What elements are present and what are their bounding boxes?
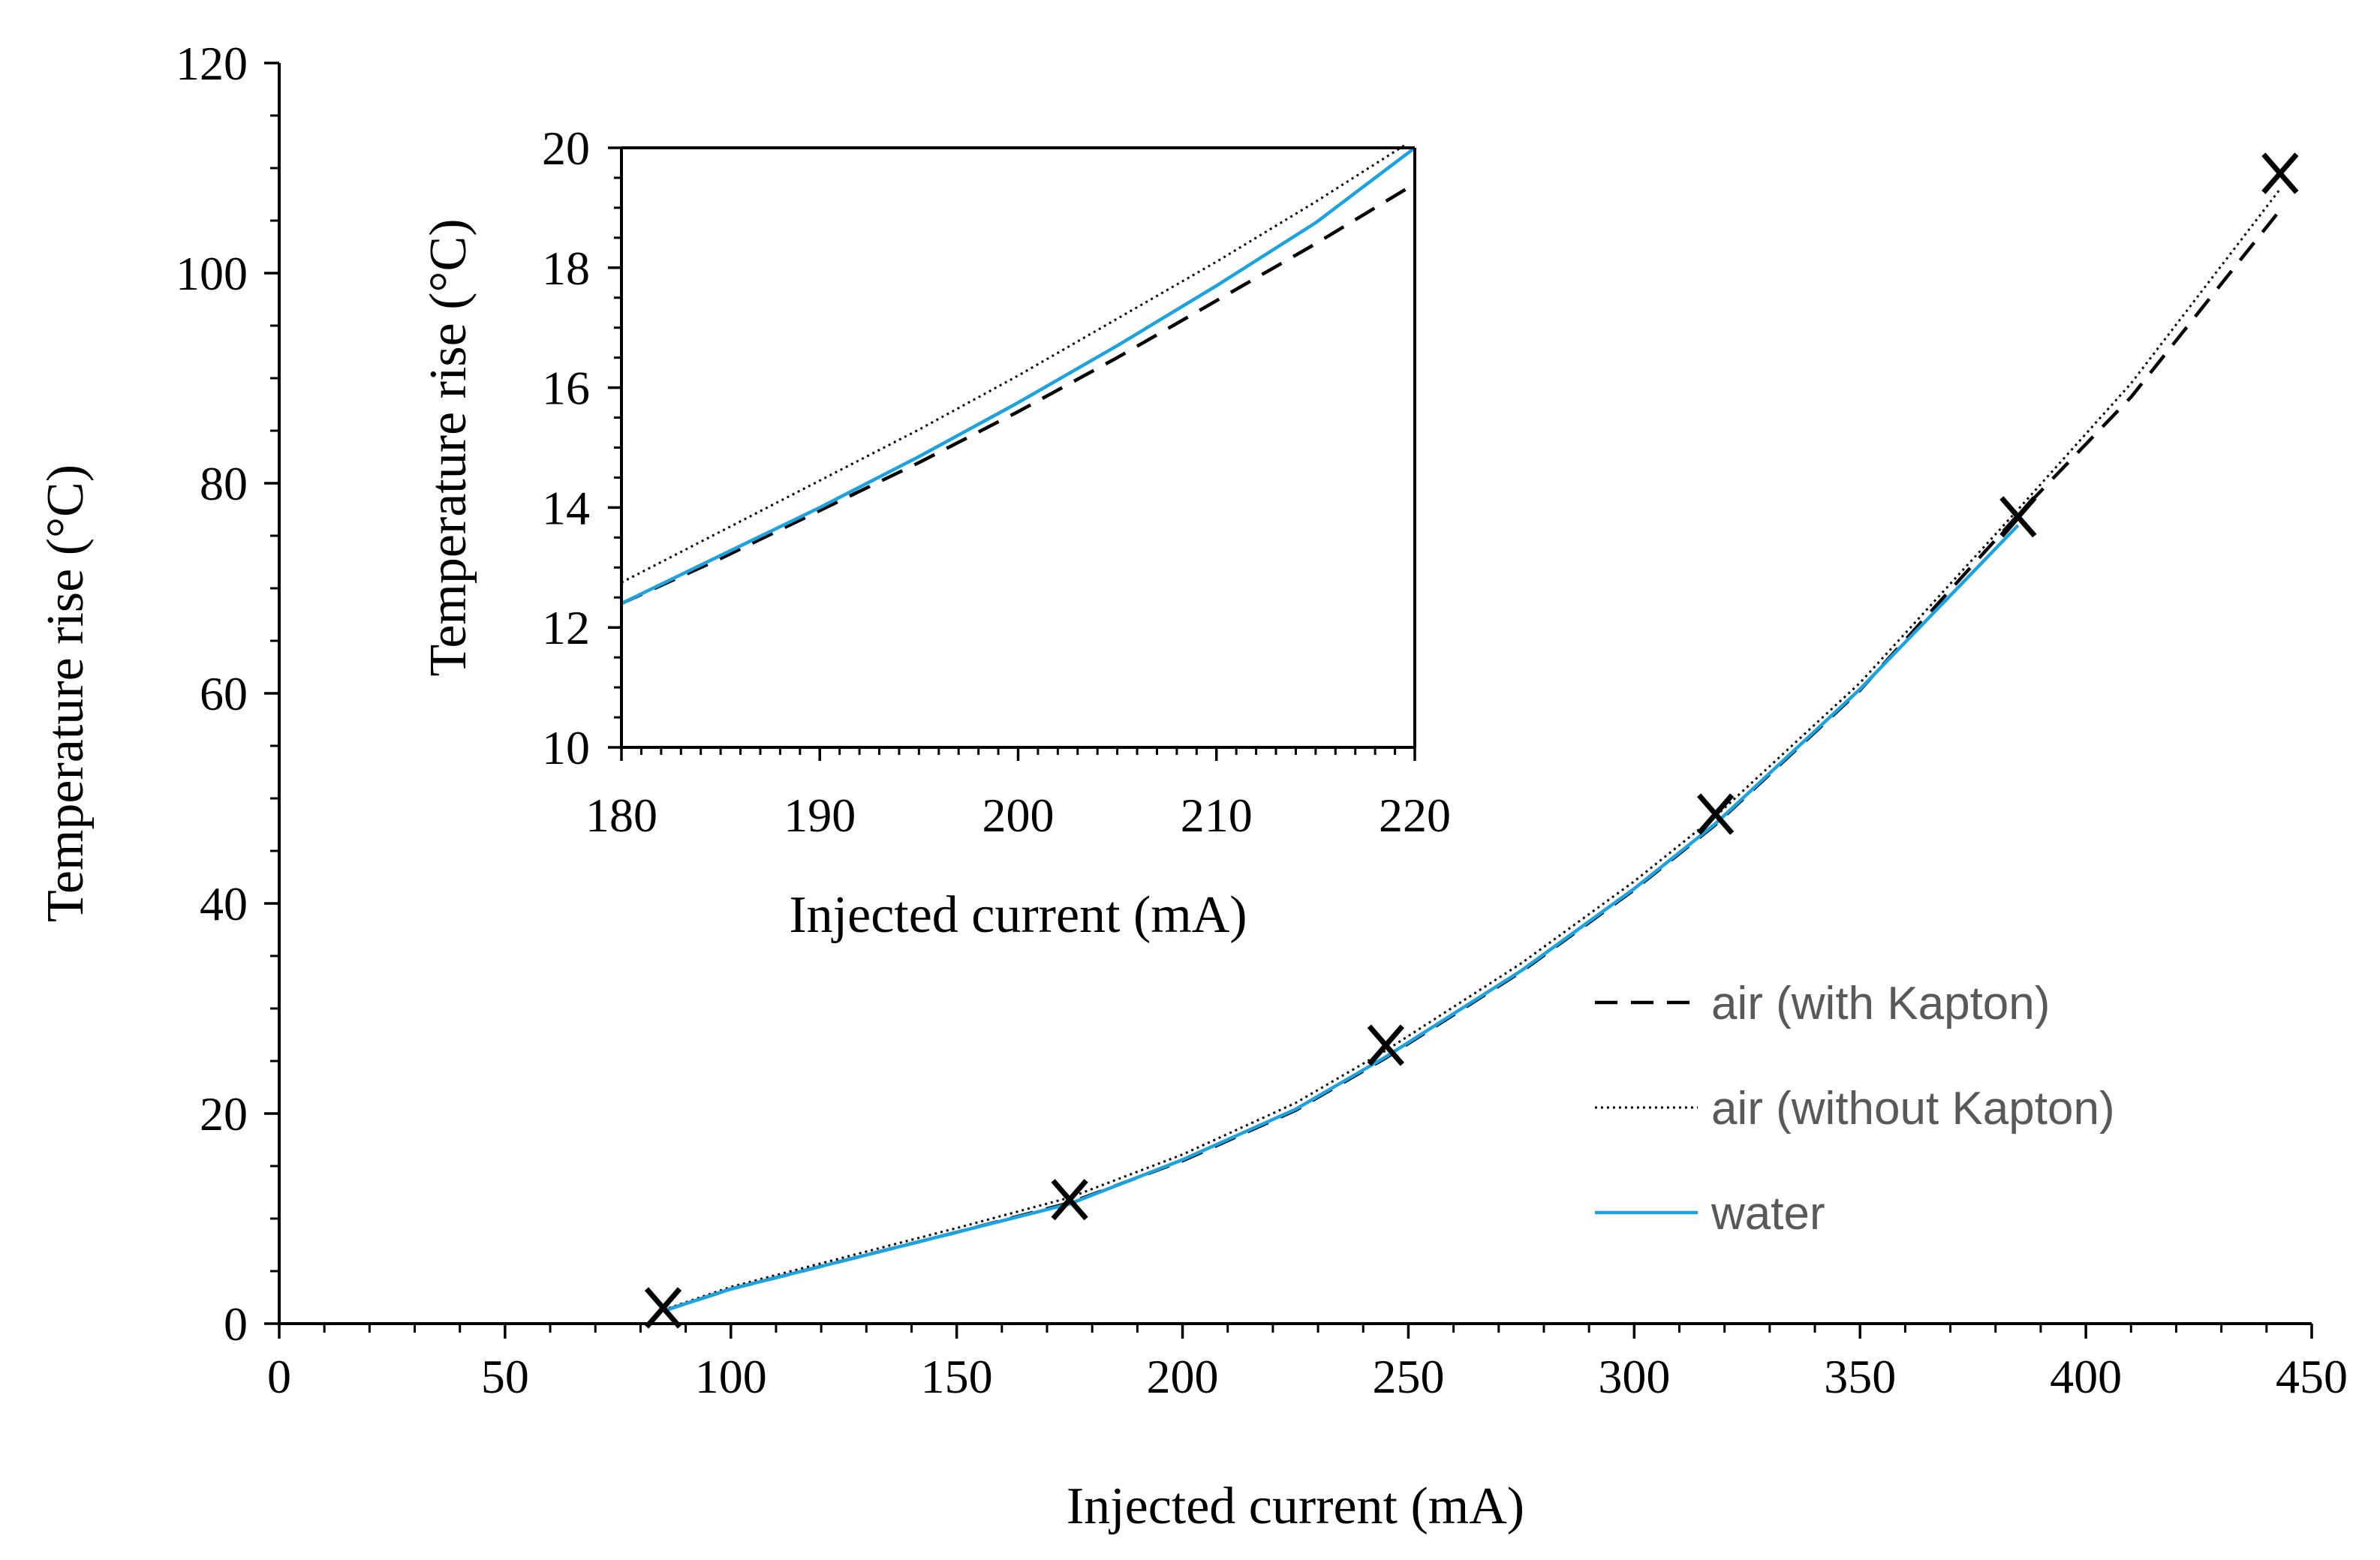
main-x-axis-title: Injected current (mA) [1067,1477,1524,1535]
inset-series-line-0 [621,182,1415,606]
main-marker-point [1367,1024,1404,1066]
main-marker-point [2261,152,2299,194]
main-marker-stroke [2261,152,2299,194]
legend-label: air (without Kapton) [1711,1083,2115,1135]
inset-x-tick-label: 220 [1379,789,1451,842]
inset-y-tick-label: 18 [542,242,590,295]
main-marker-point [644,1287,682,1329]
main-plot: 0 50 100 150 200 250 300 350 400 450 0 20 40 60 80 100 1… [37,37,2348,1535]
legend-label: water [1711,1188,1825,1240]
main-x-tick-label: 150 [921,1350,993,1403]
main-marker-stroke [1697,793,1735,835]
main-x-tick-label: 450 [2276,1350,2348,1403]
main-marker-point [1051,1179,1088,1221]
main-marker-stroke [1051,1179,1088,1221]
main-x-tick-label: 50 [481,1350,529,1403]
legend: air (with Kapton) air (without Kapton) wat… [1595,978,2115,1240]
main-x-tick-label: 350 [1824,1350,1896,1403]
inset-y-axis-title: Temperature rise (°C) [420,218,477,676]
main-marker-stroke [1999,496,2037,538]
main-x-tick-label: 400 [2050,1350,2122,1403]
inset-y-tick-label: 14 [542,481,590,534]
main-x-tick-label: 300 [1598,1350,1670,1403]
main-y-tick-label: 60 [200,667,248,720]
inset-y-tick-label: 12 [542,601,590,654]
main-y-tick-label: 80 [200,457,248,510]
inset-y-tick-label: 10 [542,721,590,774]
legend-label: air (with Kapton) [1711,978,2050,1029]
main-x-tick-label: 100 [695,1350,767,1403]
main-series-group [662,188,2282,1313]
main-x-tick-label: 0 [267,1350,291,1403]
inset-x-tick-label: 210 [1181,789,1253,842]
inset-plot: 180 190 200 210 220 10 12 14 16 18 20 Injected curr… [420,122,1451,944]
main-y-tick-label: 0 [224,1297,248,1351]
main-marker-point [1697,793,1735,835]
main-y-tick-label: 120 [176,37,248,90]
inset-y-tick-label: 20 [542,122,590,175]
main-x-tick-label: 250 [1372,1350,1444,1403]
inset-y-tick-label: 16 [542,362,590,415]
inset-series-group [621,145,1415,606]
main-marker-point [1999,496,2037,538]
main-x-tick-label: 200 [1147,1350,1219,1403]
main-marker-stroke [644,1287,682,1329]
main-y-axis-title: Temperature rise (°C) [37,464,95,922]
inset-x-axis-title: Injected current (mA) [789,886,1247,944]
main-series-line-2 [662,524,2020,1313]
main-marker-stroke [1367,1024,1404,1066]
main-y-tick-label: 40 [200,877,248,930]
inset-x-tick-label: 190 [784,789,856,842]
main-y-tick-label: 100 [176,247,248,300]
main-y-tick-label: 20 [200,1087,248,1141]
inset-x-tick-label: 180 [585,789,657,842]
inset-plot-background [621,148,1415,747]
inset-series-line-2 [621,146,1415,606]
inset-x-tick-label: 200 [982,789,1055,842]
